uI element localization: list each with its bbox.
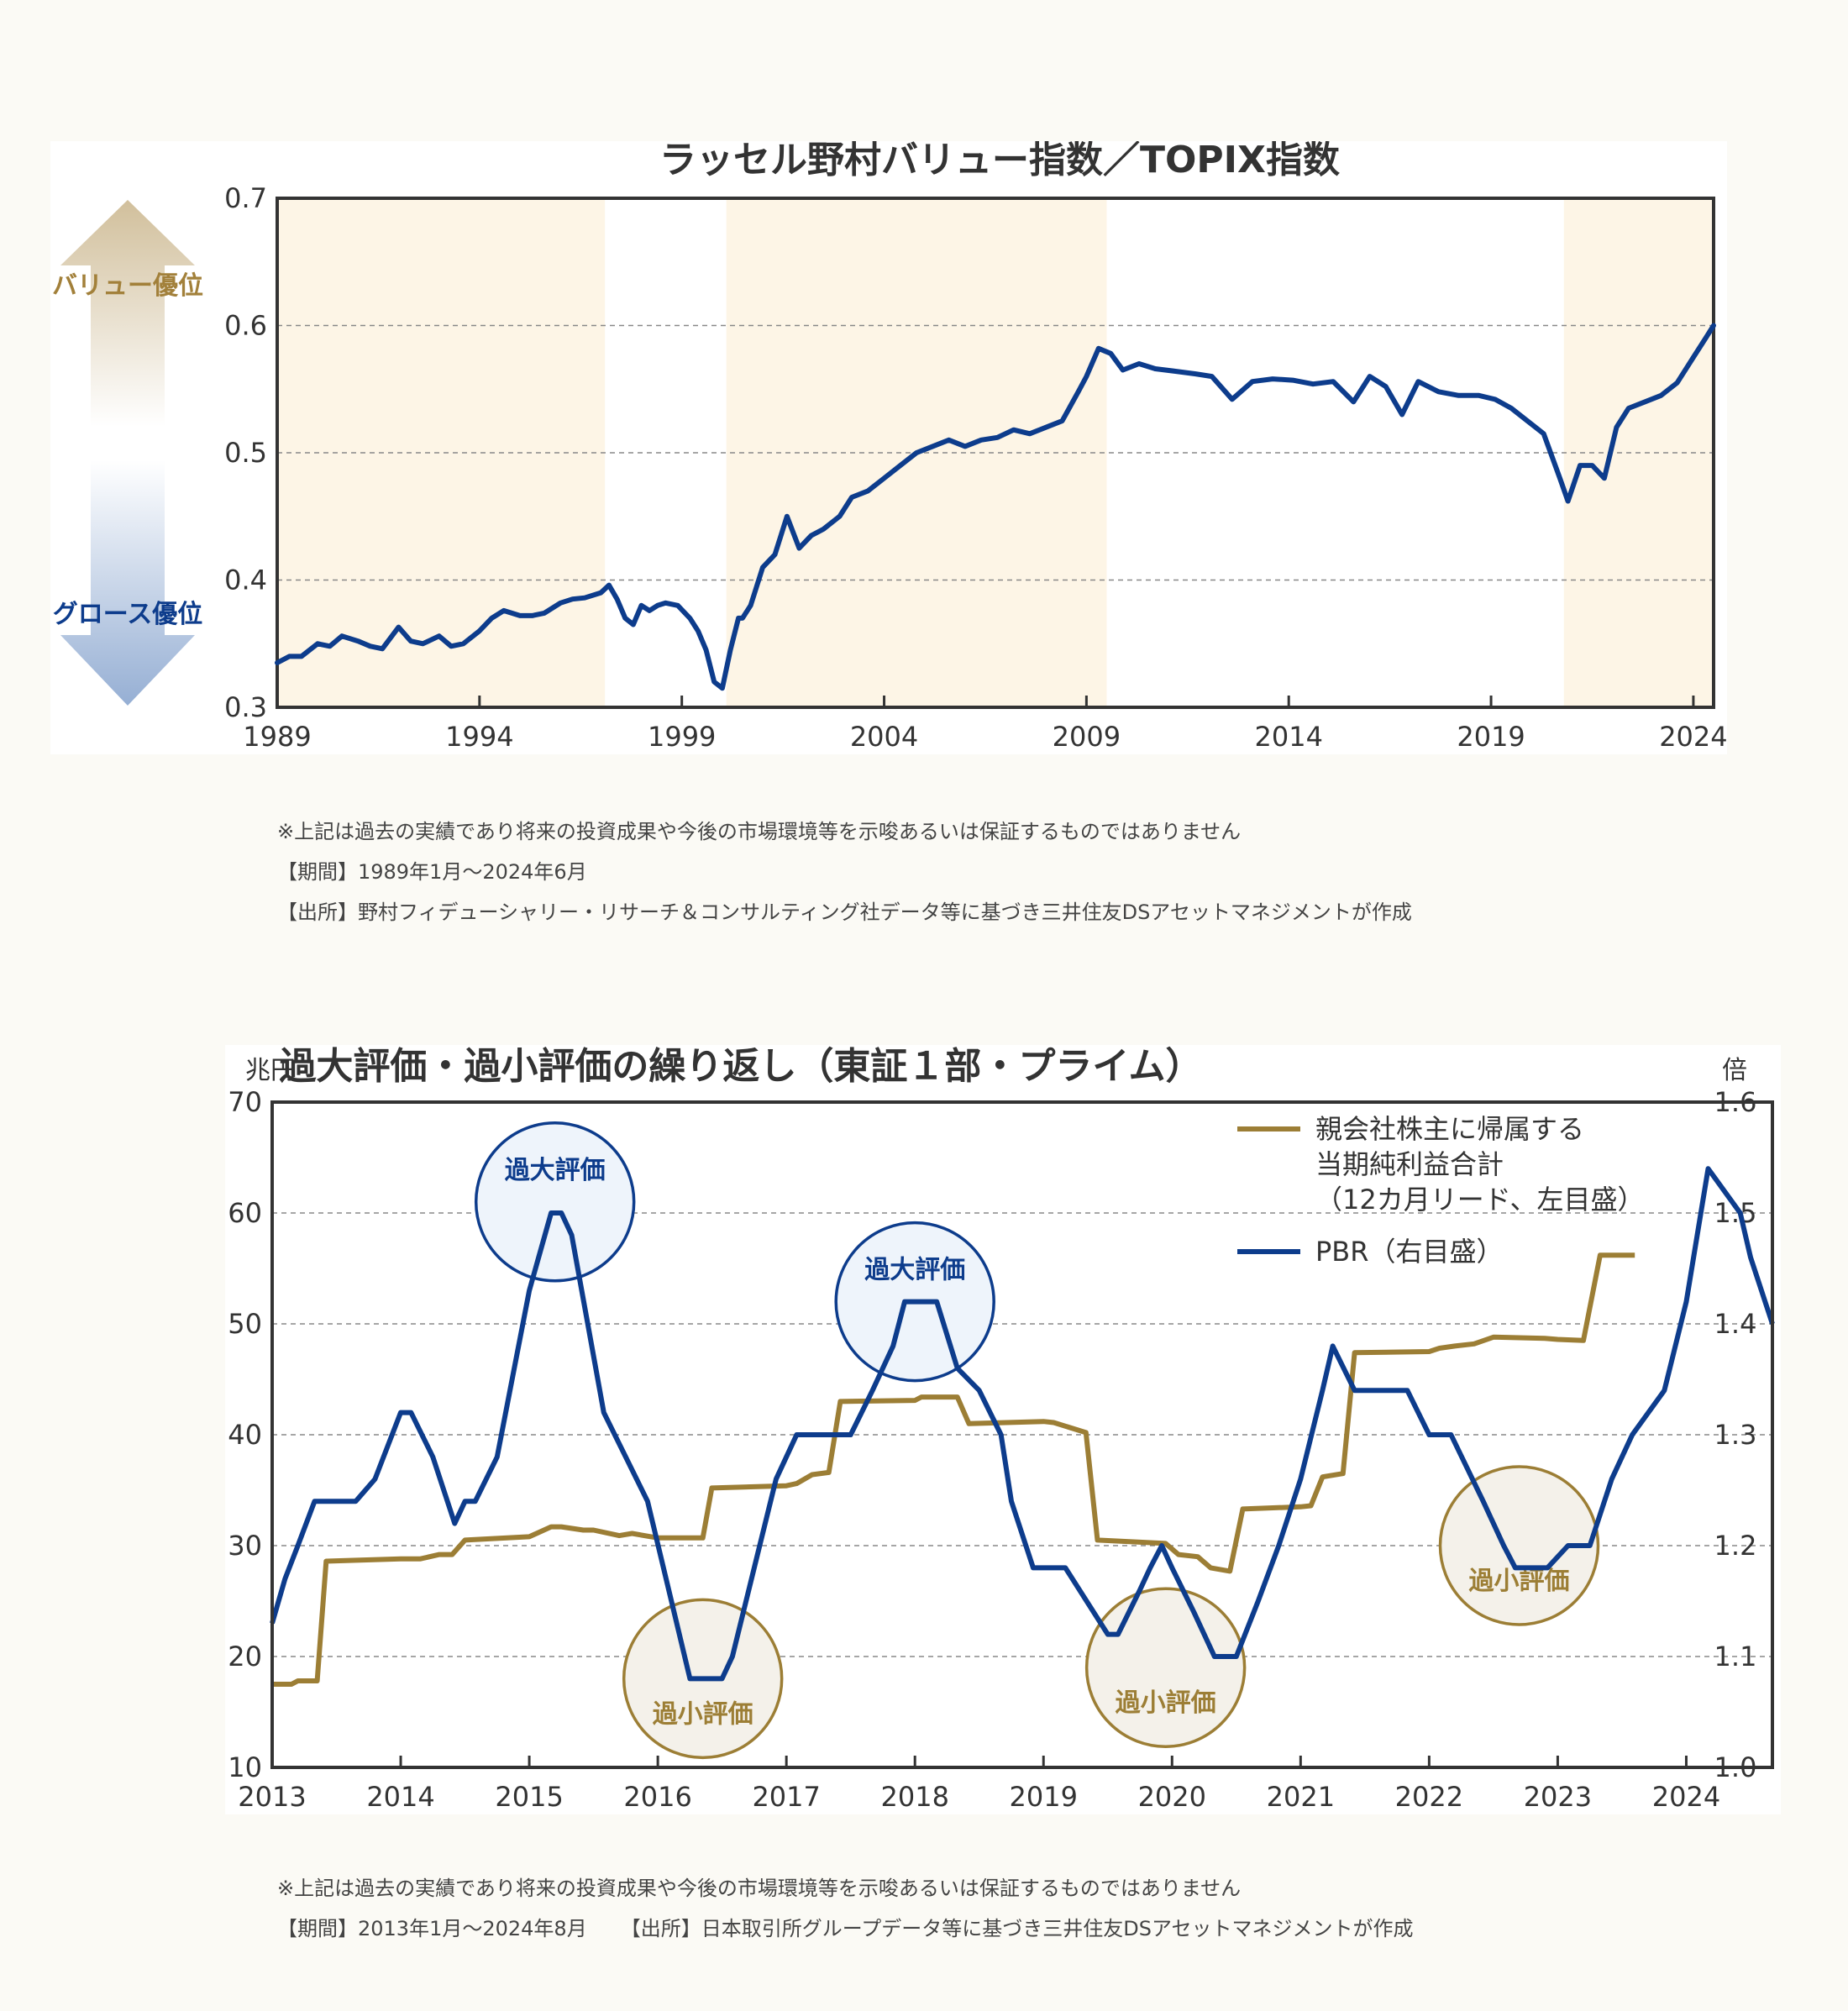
right-y-tick-label: 1.4	[1714, 1308, 1757, 1340]
x-tick-label: 2014	[1255, 721, 1323, 753]
overvaluation-label: 過大評価	[505, 1156, 606, 1185]
legend-earnings-line-1: 親会社株主に帰属する	[1315, 1113, 1584, 1145]
y-tick-label: 0.6	[224, 310, 267, 342]
legend-earnings-line-3: （12カ月リード、左目盛）	[1315, 1184, 1644, 1216]
source-note: 【出所】野村フィデューシャリー・リサーチ＆コンサルティング社データ等に基づき三井…	[277, 900, 1412, 924]
x-tick-label: 2023	[1524, 1781, 1592, 1813]
x-tick-label: 2024	[1659, 721, 1727, 753]
value-advantage-label: バリュー優位	[52, 271, 203, 301]
left-y-tick-label: 50	[228, 1308, 262, 1340]
chart1-notes: ※上記は過去の実績であり将来の投資成果や今後の市場環境等を示唆あるいは保証するも…	[277, 811, 1412, 932]
overvaluation-label: 過大評価	[864, 1256, 965, 1285]
growth-advantage-label: グロース優位	[53, 600, 203, 629]
left-y-tick-label: 10	[228, 1751, 262, 1783]
right-y-tick-label: 1.1	[1714, 1641, 1757, 1672]
period-source-note: 【期間】2013年1月〜2024年8月 【出所】日本取引所グループデータ等に基づき…	[277, 1909, 1414, 1949]
undervaluation-label: 過小評価	[1469, 1567, 1570, 1596]
chart1-title: ラッセル野村バリュー指数／TOPIX指数	[659, 141, 1340, 181]
y-tick-label: 0.4	[224, 564, 267, 596]
valuation-cycle-chart-svg: 過大評価・過小評価の繰り返し（東証１部・プライム） 兆円 倍 10 20 30 40 5…	[228, 1045, 1775, 1813]
x-tick-label: 2022	[1395, 1781, 1463, 1813]
x-tick-label: 2018	[880, 1781, 948, 1813]
value-topix-ratio-line	[275, 323, 1716, 691]
value-growth-chart: ラッセル野村バリュー指数／TOPIX指数 バリュー優位 グロース優位 0.3 0.…	[50, 141, 1727, 754]
x-tick-label: 2013	[238, 1781, 306, 1813]
chart2-notes: ※上記は過去の実績であり将来の投資成果や今後の市場環境等を示唆あるいは保証するも…	[277, 1868, 1414, 1949]
undervaluation-circle	[1438, 1465, 1600, 1626]
left-axis-unit: 兆円	[245, 1056, 296, 1085]
legend: 親会社株主に帰属する 当期純利益合計 （12カ月リード、左目盛） PBR（右目盛…	[1237, 1113, 1644, 1268]
undervaluation-label: 過小評価	[653, 1699, 753, 1729]
x-tick-label: 1989	[243, 721, 311, 753]
x-tick-label: 2014	[366, 1781, 434, 1813]
left-y-tick-label: 70	[228, 1086, 262, 1118]
x-tick-label: 1999	[648, 721, 716, 753]
value-growth-chart-svg: ラッセル野村バリュー指数／TOPIX指数 バリュー優位 グロース優位 0.30.…	[52, 141, 1727, 753]
value-advantage-arrow	[60, 200, 195, 427]
shaded-period-1	[277, 198, 606, 707]
x-tick-label: 2015	[495, 1781, 563, 1813]
right-y-axis: 1.01.11.21.31.41.51.6	[1714, 1086, 1757, 1783]
y-tick-label: 0.5	[224, 437, 267, 469]
overvaluation-circle	[474, 1121, 636, 1283]
x-axis: 1989 1994 1999 2004 2009 2014 2019 2024	[243, 696, 1727, 753]
disclaimer-note: ※上記は過去の実績であり将来の投資成果や今後の市場環境等を示唆あるいは保証するも…	[277, 820, 1242, 843]
plot-frame	[270, 1100, 1774, 1769]
disclaimer-note: ※上記は過去の実績であり将来の投資成果や今後の市場環境等を示唆あるいは保証するも…	[277, 1877, 1242, 1900]
plot-frame	[276, 197, 1715, 709]
right-y-tick-label: 1.3	[1714, 1419, 1757, 1451]
left-y-axis: 10 20 30 40 50 60 70	[228, 1086, 262, 1783]
gridlines	[277, 324, 1714, 581]
left-y-tick-label: 30	[228, 1530, 262, 1562]
left-y-tick-label: 60	[228, 1197, 262, 1229]
x-tick-label: 2017	[752, 1781, 820, 1813]
x-tick-label: 2019	[1457, 721, 1525, 753]
right-axis-unit: 倍	[1722, 1056, 1747, 1085]
period-note: 【期間】2013年1月〜2024年8月	[277, 1917, 587, 1940]
x-tick-label: 2020	[1138, 1781, 1206, 1813]
left-y-tick-label: 20	[228, 1641, 262, 1672]
legend-earnings-line-2: 当期純利益合計	[1315, 1148, 1504, 1180]
source-note: 【出所】日本取引所グループデータ等に基づき三井住友DSアセットマネジメントが作成	[620, 1917, 1414, 1940]
right-y-tick-label: 1.5	[1714, 1197, 1757, 1229]
right-y-tick-label: 1.2	[1714, 1530, 1757, 1562]
x-tick-label: 2021	[1267, 1781, 1335, 1813]
x-axis: 2013 2014 2015 2016 2017 2018 2019 2020 2021 2022…	[238, 1756, 1720, 1813]
y-tick-label: 0.3	[224, 691, 267, 723]
y-axis: 0.3 0.4 0.5 0.6 0.7	[224, 182, 267, 723]
period-note: 【期間】1989年1月〜2024年6月	[277, 860, 587, 884]
x-tick-label: 2016	[623, 1781, 691, 1813]
net-income-line	[272, 1252, 1635, 1687]
pbr-line	[270, 1166, 1775, 1682]
left-y-tick-label: 40	[228, 1419, 262, 1451]
y-tick-label: 0.7	[224, 182, 267, 214]
valuation-cycle-chart: 過大評価・過小評価の繰り返し（東証１部・プライム） 兆円 倍 10 20 30 40 5…	[225, 1045, 1781, 1814]
undervaluation-circle	[1084, 1587, 1247, 1748]
x-tick-label: 2004	[850, 721, 918, 753]
legend-pbr: PBR（右目盛）	[1315, 1236, 1504, 1268]
growth-advantage-arrow	[60, 460, 195, 706]
x-tick-label: 2024	[1652, 1781, 1720, 1813]
chart2-title: 過大評価・過小評価の繰り返し（東証１部・プライム）	[279, 1045, 1202, 1088]
undervaluation-label: 過小評価	[1116, 1688, 1216, 1718]
x-tick-label: 1994	[445, 721, 513, 753]
x-tick-label: 2009	[1053, 721, 1121, 753]
x-tick-label: 2019	[1010, 1781, 1078, 1813]
